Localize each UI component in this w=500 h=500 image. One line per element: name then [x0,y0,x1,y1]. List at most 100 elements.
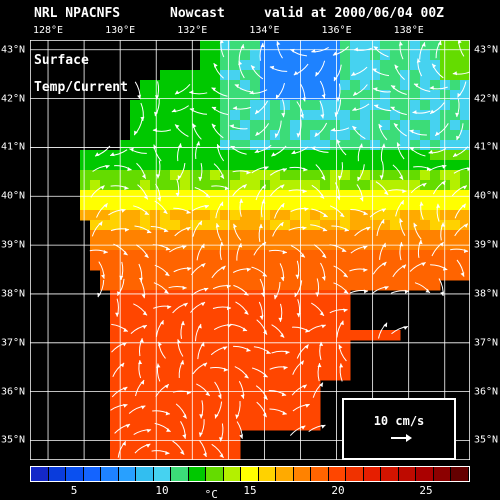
current-arrowhead [302,226,307,231]
current-arrowhead [419,201,424,206]
temperature-cell [190,350,201,361]
temperature-cell [80,160,91,171]
current-arrowhead [437,40,442,46]
current-arrowhead [155,95,159,100]
temperature-cell [170,150,181,161]
temperature-cell [380,80,391,91]
temperature-cell [290,250,301,261]
temperature-cell [310,200,321,211]
colorbar-swatch [433,467,452,481]
temperature-cell [300,420,311,431]
current-arrowhead [232,106,237,110]
temperature-cell [380,180,391,191]
temperature-cell [240,330,251,341]
temperature-cell [270,80,281,91]
temperature-cell [430,80,441,91]
temperature-cell [210,250,221,261]
temperature-cell [160,420,171,431]
temperature-cell [210,300,221,311]
temperature-cell [210,450,221,460]
temperature-cell [130,360,141,371]
temperature-cell [410,60,421,71]
temperature-cell [290,140,301,151]
current-arrowhead [196,141,201,146]
temperature-cell [340,260,351,271]
temperature-cell [380,160,391,171]
temperature-cell [320,160,331,171]
temperature-cell [400,210,411,221]
temperature-cell [300,310,311,321]
temperature-cell [280,310,291,321]
temperature-cell [340,120,351,131]
current-arrowhead [205,391,210,396]
temperature-cell [110,380,121,391]
temperature-cell [180,190,191,201]
current-arrowhead [305,328,310,333]
current-arrowhead [214,414,219,419]
temperature-cell [160,430,171,441]
current-arrowhead [158,341,162,347]
temperature-cell [220,210,231,221]
temperature-cell [150,150,161,161]
current-arrowhead [222,346,228,351]
temperature-cell [180,370,191,381]
temperature-cell [130,260,141,271]
temperature-cell [380,330,391,341]
temperature-cell [360,160,371,171]
temperature-cell [200,90,211,101]
current-arrowhead [215,223,220,228]
temperature-cell [280,340,291,351]
temperature-cell [220,200,231,211]
temperature-cell [390,140,401,151]
current-arrowhead [202,362,208,367]
temperature-cell [90,220,101,231]
temperature-cell [350,270,361,281]
temperature-cell [240,420,251,431]
temperature-cell [460,90,470,101]
temperature-cell [220,360,231,371]
temperature-cell [310,90,321,101]
temperature-cell [360,110,371,121]
temperature-cell [250,210,261,221]
temperature-cell [240,170,251,181]
temperature-cell [130,140,141,151]
temperature-cell [380,190,391,201]
temperature-cell [200,270,211,281]
temperature-cell [180,250,191,261]
current-arrowhead [220,174,224,179]
temperature-cell [300,130,311,141]
current-arrowhead [396,142,401,147]
temperature-cell [390,80,401,91]
temperature-cell [200,220,211,231]
temperature-cell [460,150,470,161]
temperature-cell [120,220,131,231]
temperature-cell [220,50,231,61]
lat-label: 38°N [1,288,26,300]
temperature-cell [280,280,291,291]
lat-label: 39°N [474,239,499,251]
current-arrowhead [142,325,147,329]
current-arrowhead [183,303,188,307]
temperature-cell [390,330,401,341]
current-arrowhead [124,227,129,232]
temperature-cell [90,230,101,241]
temperature-cell [160,70,171,81]
temperature-cell [270,340,281,351]
temperature-cell [320,220,331,231]
temperature-cell [370,200,381,211]
temperature-cell [440,150,451,161]
lat-label: 37°N [1,337,26,349]
current-arrowhead [400,200,404,205]
temperature-cell [200,350,211,361]
temperature-cell [210,430,221,441]
temperature-cell [410,150,421,161]
temperature-cell [370,110,381,121]
temperature-cell [250,40,261,51]
temperature-cell [420,50,431,61]
colorbar-swatch [328,467,347,481]
current-arrowhead [137,94,141,100]
temperature-cell [440,110,451,121]
temperature-cell [190,200,201,211]
temperature-cell [330,290,341,301]
temperature-cell [260,150,271,161]
